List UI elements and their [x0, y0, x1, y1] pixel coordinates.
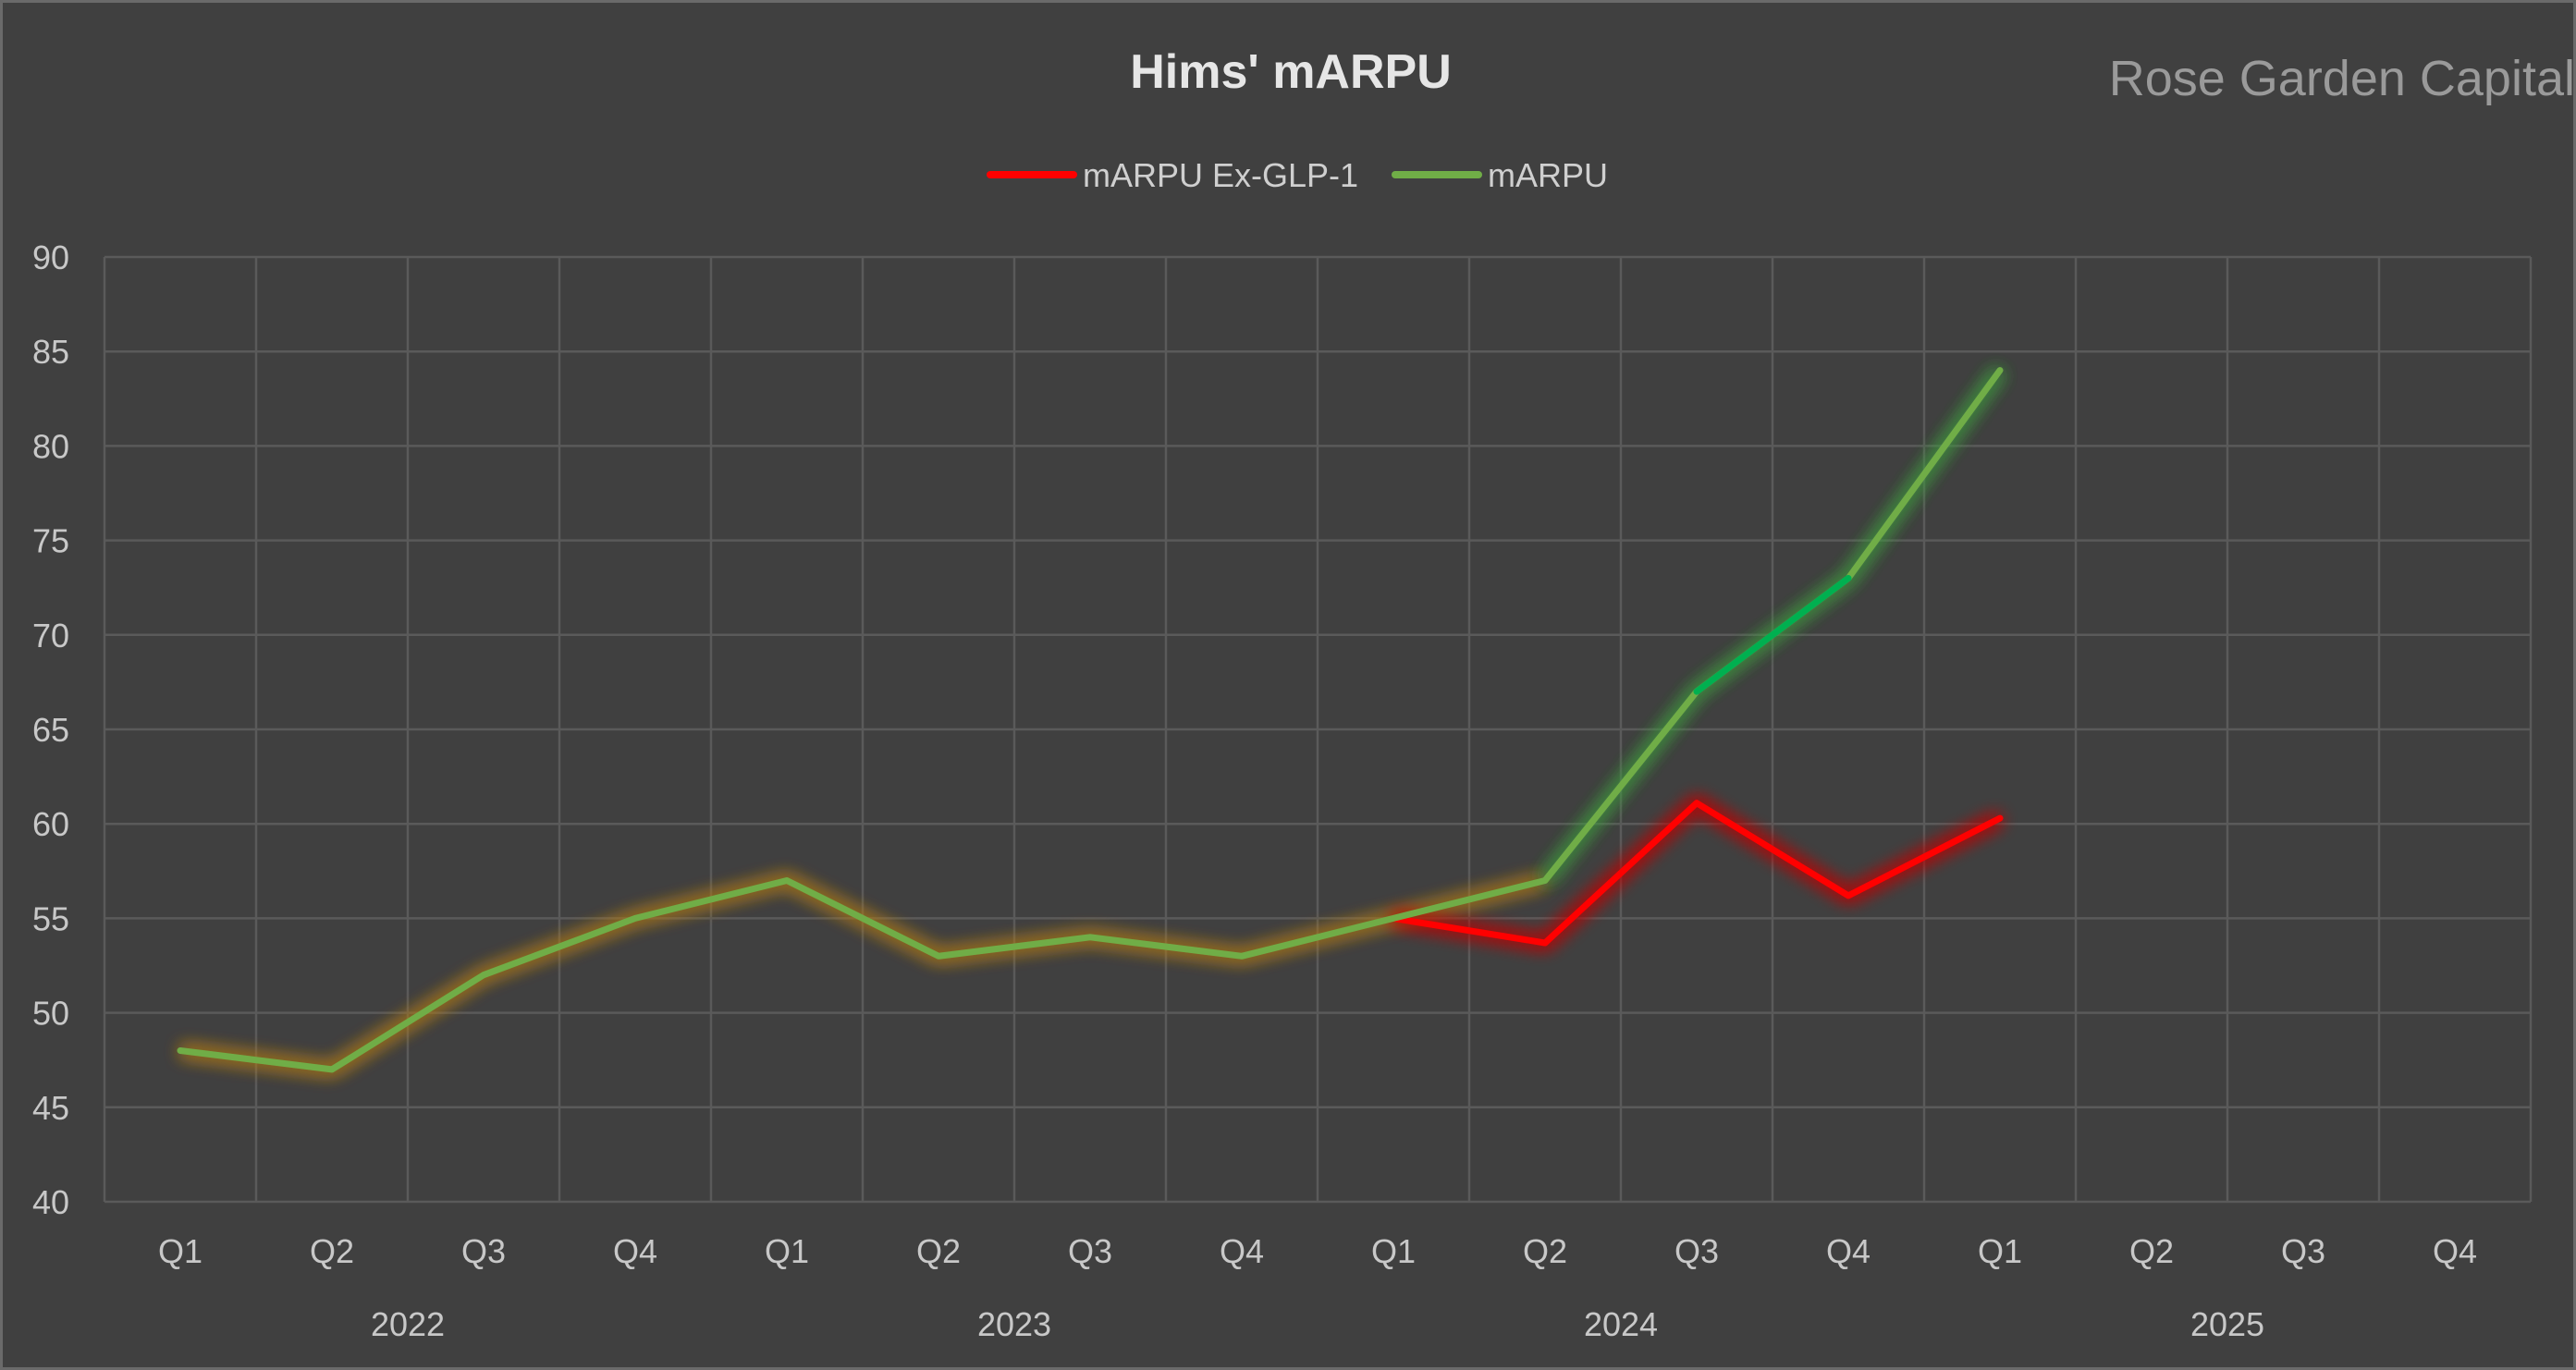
x-tick-label: Q4 [1220, 1232, 1264, 1270]
watermark-text: Rose Garden Capital [2109, 51, 2575, 106]
line-chart: Hims' mARPU Rose Garden Capital mARPU Ex… [32, 45, 2575, 1343]
x-year-label: 2024 [1584, 1305, 1658, 1343]
chart-title: Hims' mARPU [1130, 45, 1452, 99]
x-tick-label: Q4 [2433, 1232, 2477, 1270]
x-tick-label: Q1 [1978, 1232, 2022, 1270]
x-year-label: 2022 [371, 1305, 445, 1343]
y-axis: 40 45 50 55 60 65 70 75 80 85 90 [32, 239, 69, 1221]
x-axis: Q1 Q2 Q3 Q4 Q1 Q2 Q3 Q4 Q1 Q2 Q3 Q4 Q1 Q2 Q3 Q4 2022 2023… [158, 1232, 2477, 1343]
y-tick-label: 60 [32, 805, 69, 843]
x-tick-label: Q1 [765, 1232, 809, 1270]
x-year-label: 2025 [2190, 1305, 2264, 1343]
legend-label: mARPU Ex-GLP-1 [1083, 156, 1358, 194]
x-tick-label: Q4 [613, 1232, 657, 1270]
y-tick-label: 40 [32, 1183, 69, 1221]
x-tick-label: Q4 [1826, 1232, 1871, 1270]
y-tick-label: 55 [32, 899, 69, 937]
x-tick-label: Q2 [1523, 1232, 1567, 1270]
chart-grid [103, 255, 2533, 1204]
x-tick-label: Q3 [461, 1232, 506, 1270]
x-tick-label: Q2 [2129, 1232, 2174, 1270]
x-year-label: 2023 [977, 1305, 1051, 1343]
y-tick-label: 85 [32, 333, 69, 371]
x-tick-label: Q1 [158, 1232, 202, 1270]
y-tick-label: 45 [32, 1089, 69, 1127]
y-tick-label: 90 [32, 239, 69, 276]
series-highlight-segment [1693, 574, 1852, 695]
series-line-marpu [177, 367, 2004, 1073]
x-tick-label: Q2 [916, 1232, 961, 1270]
y-tick-label: 80 [32, 427, 69, 465]
series-line-ex-glp1 [1390, 800, 2004, 947]
series-layer [177, 366, 2006, 1076]
x-tick-label: Q3 [1068, 1232, 1112, 1270]
y-tick-label: 50 [32, 995, 69, 1033]
x-tick-label: Q3 [2281, 1232, 2325, 1270]
x-tick-label: Q1 [1371, 1232, 1416, 1270]
y-tick-label: 65 [32, 711, 69, 749]
y-tick-label: 70 [32, 617, 69, 654]
y-tick-label: 75 [32, 522, 69, 560]
x-tick-label: Q3 [1674, 1232, 1719, 1270]
legend-label: mARPU [1488, 156, 1608, 194]
x-tick-label: Q2 [310, 1232, 354, 1270]
chart-legend: mARPU Ex-GLP-1 mARPU [987, 156, 1608, 194]
